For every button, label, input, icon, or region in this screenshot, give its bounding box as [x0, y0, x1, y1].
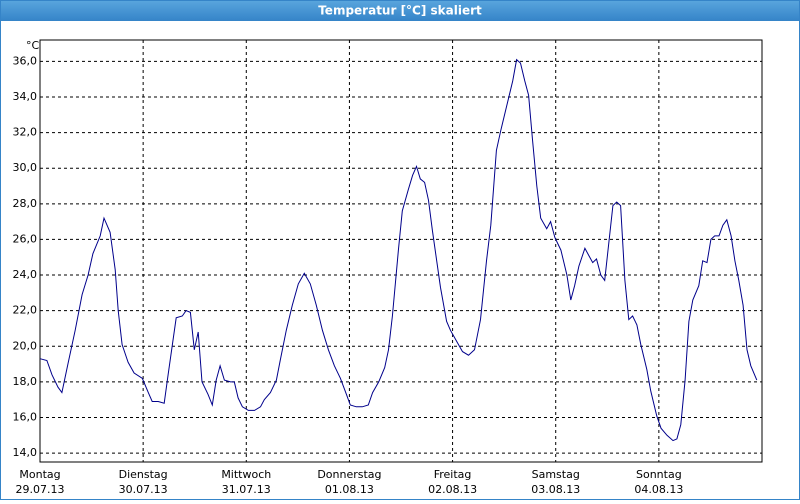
- x-tick-label: Sonntag: [636, 468, 682, 481]
- y-tick-label: 18,0: [13, 375, 38, 388]
- x-tick-label: Donnerstag: [317, 468, 381, 481]
- title-bar: [0, 0, 800, 21]
- x-tick-date: 29.07.13: [16, 483, 65, 496]
- plot-area: 14,0 16,0 18,0 20,0 22,0 24,0 26,0 28,0 30,0 32,0…: [13, 39, 763, 496]
- y-tick-label: 34,0: [13, 90, 38, 103]
- y-tick-label: 30,0: [13, 161, 38, 174]
- x-tick-label: Mittwoch: [221, 468, 271, 481]
- x-tick-date: 04.08.13: [634, 483, 683, 496]
- x-tick-label: Freitag: [434, 468, 472, 481]
- x-tick-date: 03.08.13: [531, 483, 580, 496]
- data-line: [39, 58, 758, 442]
- y-tick-label: 16,0: [13, 410, 38, 423]
- y-tick-label: 26,0: [13, 232, 38, 245]
- x-tick-date: 31.07.13: [222, 483, 271, 496]
- y-axis-label: °C: [26, 39, 40, 52]
- x-tick-date: 30.07.13: [119, 483, 168, 496]
- y-tick-label: 20,0: [13, 339, 38, 352]
- plot-border: [39, 39, 763, 463]
- x-tick-label: Dienstag: [119, 468, 168, 481]
- x-tick-date: 01.08.13: [325, 483, 374, 496]
- x-tick-label: Samstag: [532, 468, 580, 481]
- y-tick-label: 36,0: [13, 54, 38, 67]
- y-tick-label: 24,0: [13, 268, 38, 281]
- y-tick-label: 14,0: [13, 446, 38, 459]
- chart-title: Temperatur [°C] skaliert: [318, 4, 482, 18]
- x-tick-label: Montag: [19, 468, 60, 481]
- y-tick-label: 22,0: [13, 304, 38, 317]
- y-tick-label: 32,0: [13, 126, 38, 139]
- x-tick-date: 02.08.13: [428, 483, 477, 496]
- y-tick-label: 28,0: [13, 197, 38, 210]
